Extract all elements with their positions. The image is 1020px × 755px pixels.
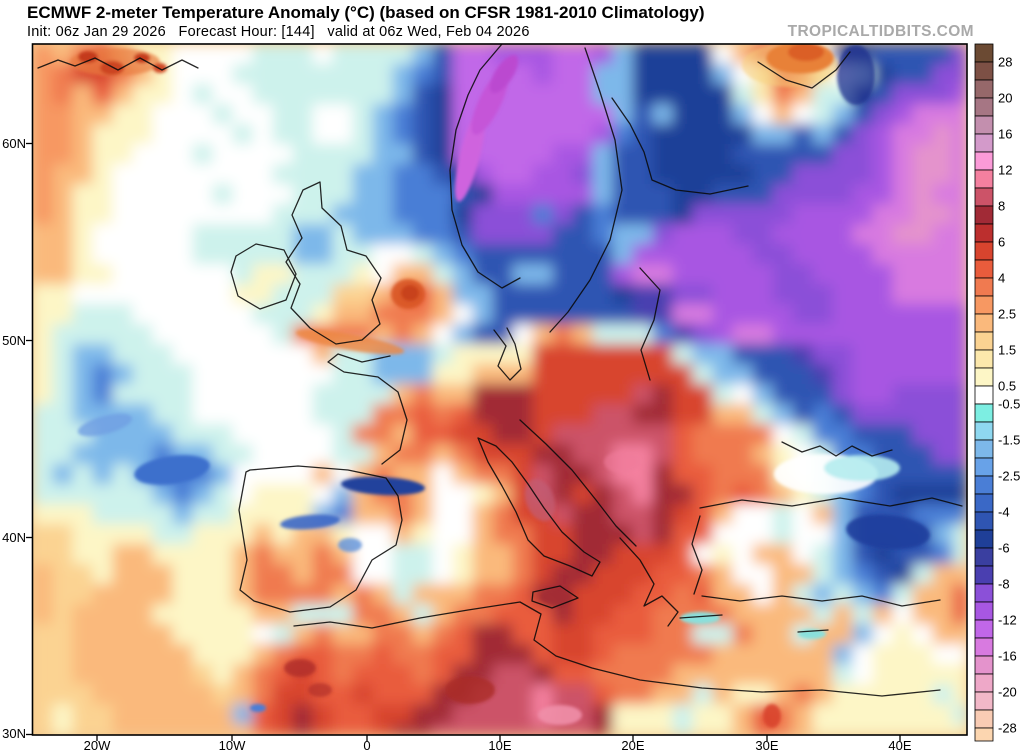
svg-text:30E: 30E [755,738,778,753]
svg-text:28: 28 [998,55,1012,70]
svg-text:20W: 20W [84,738,111,753]
svg-text:4: 4 [998,271,1005,286]
svg-text:6: 6 [998,235,1005,250]
svg-text:0: 0 [363,738,370,753]
svg-text:30N: 30N [2,726,26,741]
svg-text:-28: -28 [998,721,1017,736]
svg-text:20: 20 [998,91,1012,106]
svg-text:10W: 10W [219,738,246,753]
svg-text:-12: -12 [998,613,1017,628]
svg-text:40N: 40N [2,530,26,545]
svg-text:40E: 40E [888,738,911,753]
svg-text:-20: -20 [998,685,1017,700]
svg-text:60N: 60N [2,136,26,151]
svg-text:10E: 10E [488,738,511,753]
svg-text:-1.5: -1.5 [998,433,1020,448]
svg-text:50N: 50N [2,333,26,348]
svg-text:-0.5: -0.5 [998,397,1020,412]
svg-text:16: 16 [998,127,1012,142]
svg-text:-8: -8 [998,577,1010,592]
svg-text:12: 12 [998,163,1012,178]
svg-text:1.5: 1.5 [998,343,1016,358]
svg-text:-6: -6 [998,541,1010,556]
svg-text:-4: -4 [998,505,1010,520]
svg-text:20E: 20E [621,738,644,753]
svg-text:-16: -16 [998,649,1017,664]
svg-text:-2.5: -2.5 [998,469,1020,484]
svg-text:8: 8 [998,199,1005,214]
svg-text:2.5: 2.5 [998,307,1016,322]
svg-text:0.5: 0.5 [998,379,1016,394]
